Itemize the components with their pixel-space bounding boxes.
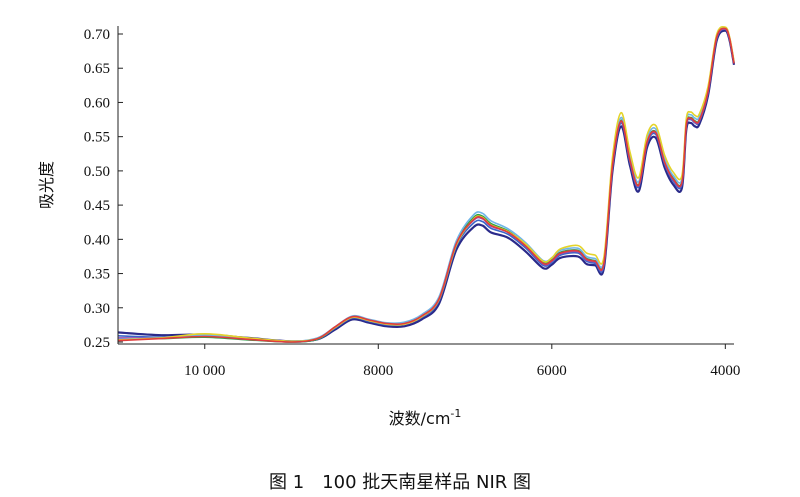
x-tick-label: 8000	[363, 363, 393, 379]
y-tick-label: 0.45	[84, 198, 110, 214]
y-tick-label: 0.65	[84, 61, 110, 77]
spectrum-series-1	[117, 29, 736, 343]
x-axis-ticks: 10 000 8000 6000 4000	[184, 344, 740, 379]
spectrum-series-3	[117, 27, 735, 343]
spectrum-series-4	[117, 28, 735, 343]
x-axis-title-main: 波数/cm	[389, 409, 451, 428]
x-axis-title-superscript: -1	[450, 407, 461, 420]
y-tick-label: 0.60	[84, 95, 110, 111]
x-tick-label: 6000	[537, 363, 567, 379]
y-tick-label: 0.70	[84, 27, 110, 43]
y-tick-label: 0.55	[84, 130, 110, 146]
spectrum-series-7	[117, 27, 735, 343]
plot-series-group	[117, 25, 736, 343]
y-tick-label: 0.25	[84, 335, 110, 351]
spectrum-series-2	[117, 28, 735, 343]
x-tick-label: 4000	[710, 363, 740, 379]
y-tick-label: 0.50	[84, 164, 110, 180]
y-tick-label: 0.30	[84, 301, 110, 317]
x-tick-label: 10 000	[184, 363, 225, 379]
y-tick-label: 0.35	[84, 267, 110, 283]
y-tick-label: 0.40	[84, 232, 110, 248]
y-axis-title: 吸光度	[37, 161, 56, 209]
figure-caption: 图 1 100 批天南星样品 NIR 图	[269, 472, 531, 493]
y-axis-ticks: 0.25 0.30 0.35 0.40 0.45 0.50 0.55 0.60 0.65 0.70	[84, 27, 123, 351]
x-axis-title: 波数/cm-1	[389, 407, 462, 428]
